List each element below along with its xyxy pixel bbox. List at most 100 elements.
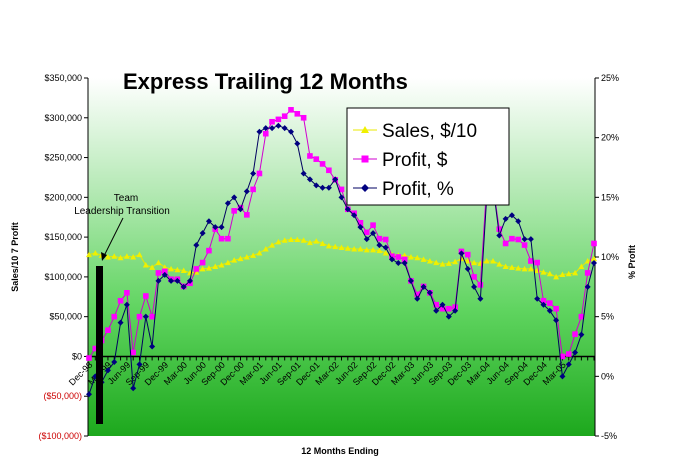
point-profit-dollar xyxy=(363,229,370,236)
point-sales xyxy=(269,242,276,248)
point-profit-dollar xyxy=(92,345,99,352)
point-sales xyxy=(117,254,124,261)
point-sales xyxy=(553,273,560,280)
point-profit-pct xyxy=(205,218,212,225)
point-profit-pct xyxy=(104,367,111,374)
point-profit-pct xyxy=(426,289,433,296)
point-sales xyxy=(224,259,231,266)
y-tick-label: $250,000 xyxy=(44,153,82,163)
point-profit-dollar xyxy=(250,186,256,193)
point-sales xyxy=(382,250,389,256)
point-profit-pct xyxy=(250,170,257,177)
y-tick-label: ($100,000) xyxy=(38,431,82,441)
point-profit-pct xyxy=(578,331,585,338)
y2-tick-label: -5% xyxy=(601,431,617,441)
point-profit-dollar xyxy=(281,113,288,119)
point-sales xyxy=(502,263,509,270)
point-sales xyxy=(205,265,212,271)
point-sales xyxy=(168,265,175,272)
point-profit-pct xyxy=(584,283,591,290)
point-profit-dollar xyxy=(496,226,503,232)
point-profit-dollar xyxy=(521,242,528,248)
point-profit-pct xyxy=(382,244,389,251)
legend-marker xyxy=(361,155,369,163)
point-profit-pct xyxy=(193,242,200,249)
y-tick-label: $50,000 xyxy=(49,312,82,322)
point-profit-dollar xyxy=(502,240,509,247)
point-profit-pct xyxy=(464,265,471,272)
y2-tick-label: 25% xyxy=(601,73,619,83)
point-sales xyxy=(161,264,168,270)
point-profit-pct xyxy=(313,182,320,189)
point-sales xyxy=(313,238,320,244)
y-tick-label: $150,000 xyxy=(44,232,82,242)
point-profit-dollar xyxy=(376,235,383,242)
point-profit-dollar xyxy=(262,130,269,137)
point-profit-dollar xyxy=(464,251,471,258)
point-profit-pct xyxy=(389,256,395,263)
point-profit-pct xyxy=(161,271,168,278)
point-profit-dollar xyxy=(275,116,282,123)
point-profit-dollar xyxy=(559,353,566,360)
annotation: Team Leadership Transition xyxy=(74,193,170,424)
point-sales xyxy=(401,252,408,258)
point-sales xyxy=(546,270,553,277)
point-profit-dollar xyxy=(370,222,376,228)
point-profit-pct xyxy=(224,200,231,207)
point-profit-pct xyxy=(117,319,124,326)
point-profit-pct xyxy=(559,373,566,380)
point-sales xyxy=(458,255,465,262)
point-sales xyxy=(565,270,572,277)
point-profit-pct xyxy=(149,343,156,350)
annotation-line-1: Team xyxy=(114,193,138,204)
y2-tick-label: 5% xyxy=(601,312,614,322)
point-sales xyxy=(149,264,156,270)
point-sales xyxy=(490,257,496,264)
point-sales xyxy=(527,265,534,272)
point-profit-dollar xyxy=(124,290,130,296)
point-profit-pct xyxy=(414,295,421,302)
point-profit-pct xyxy=(136,361,143,368)
point-profit-pct xyxy=(155,277,162,284)
point-profit-dollar xyxy=(578,313,585,320)
point-profit-pct xyxy=(187,277,193,284)
point-profit-pct xyxy=(180,283,187,290)
series-profit-pct xyxy=(86,122,597,398)
point-profit-pct xyxy=(86,391,92,398)
legend-label: Profit, $ xyxy=(382,150,448,171)
point-sales xyxy=(559,271,566,278)
point-profit-dollar xyxy=(269,118,275,125)
point-profit-dollar xyxy=(161,268,168,275)
point-profit-pct xyxy=(439,301,446,308)
point-sales xyxy=(578,263,585,270)
point-profit-pct xyxy=(275,122,282,129)
point-profit-pct xyxy=(527,236,534,243)
point-profit-dollar xyxy=(433,301,439,308)
legend-marker xyxy=(361,184,369,192)
point-sales xyxy=(250,252,257,258)
point-profit-pct xyxy=(521,236,528,243)
legend-entry-profit-dollar: Profit, $ xyxy=(353,150,448,171)
point-profit-pct xyxy=(281,125,288,132)
point-profit-pct xyxy=(174,277,181,284)
legend-entry-sales: Sales, $/10 xyxy=(353,121,477,142)
point-sales xyxy=(584,257,591,264)
point-profit-pct xyxy=(477,295,484,302)
point-profit-pct xyxy=(338,194,345,201)
point-profit-pct xyxy=(319,184,326,191)
point-profit-pct xyxy=(515,218,522,225)
point-profit-dollar xyxy=(86,355,92,361)
point-sales xyxy=(363,246,370,253)
point-profit-dollar xyxy=(326,167,332,174)
point-sales xyxy=(452,258,459,265)
point-profit-dollar xyxy=(307,153,313,159)
legend-label: Profit, % xyxy=(382,179,454,200)
point-profit-pct xyxy=(300,170,307,177)
point-sales xyxy=(123,253,130,259)
point-profit-dollar xyxy=(553,305,559,312)
y2-tick-label: 20% xyxy=(601,133,619,143)
point-profit-pct xyxy=(212,224,219,231)
point-sales xyxy=(376,247,383,254)
point-profit-pct xyxy=(168,277,175,284)
point-sales xyxy=(351,246,358,252)
